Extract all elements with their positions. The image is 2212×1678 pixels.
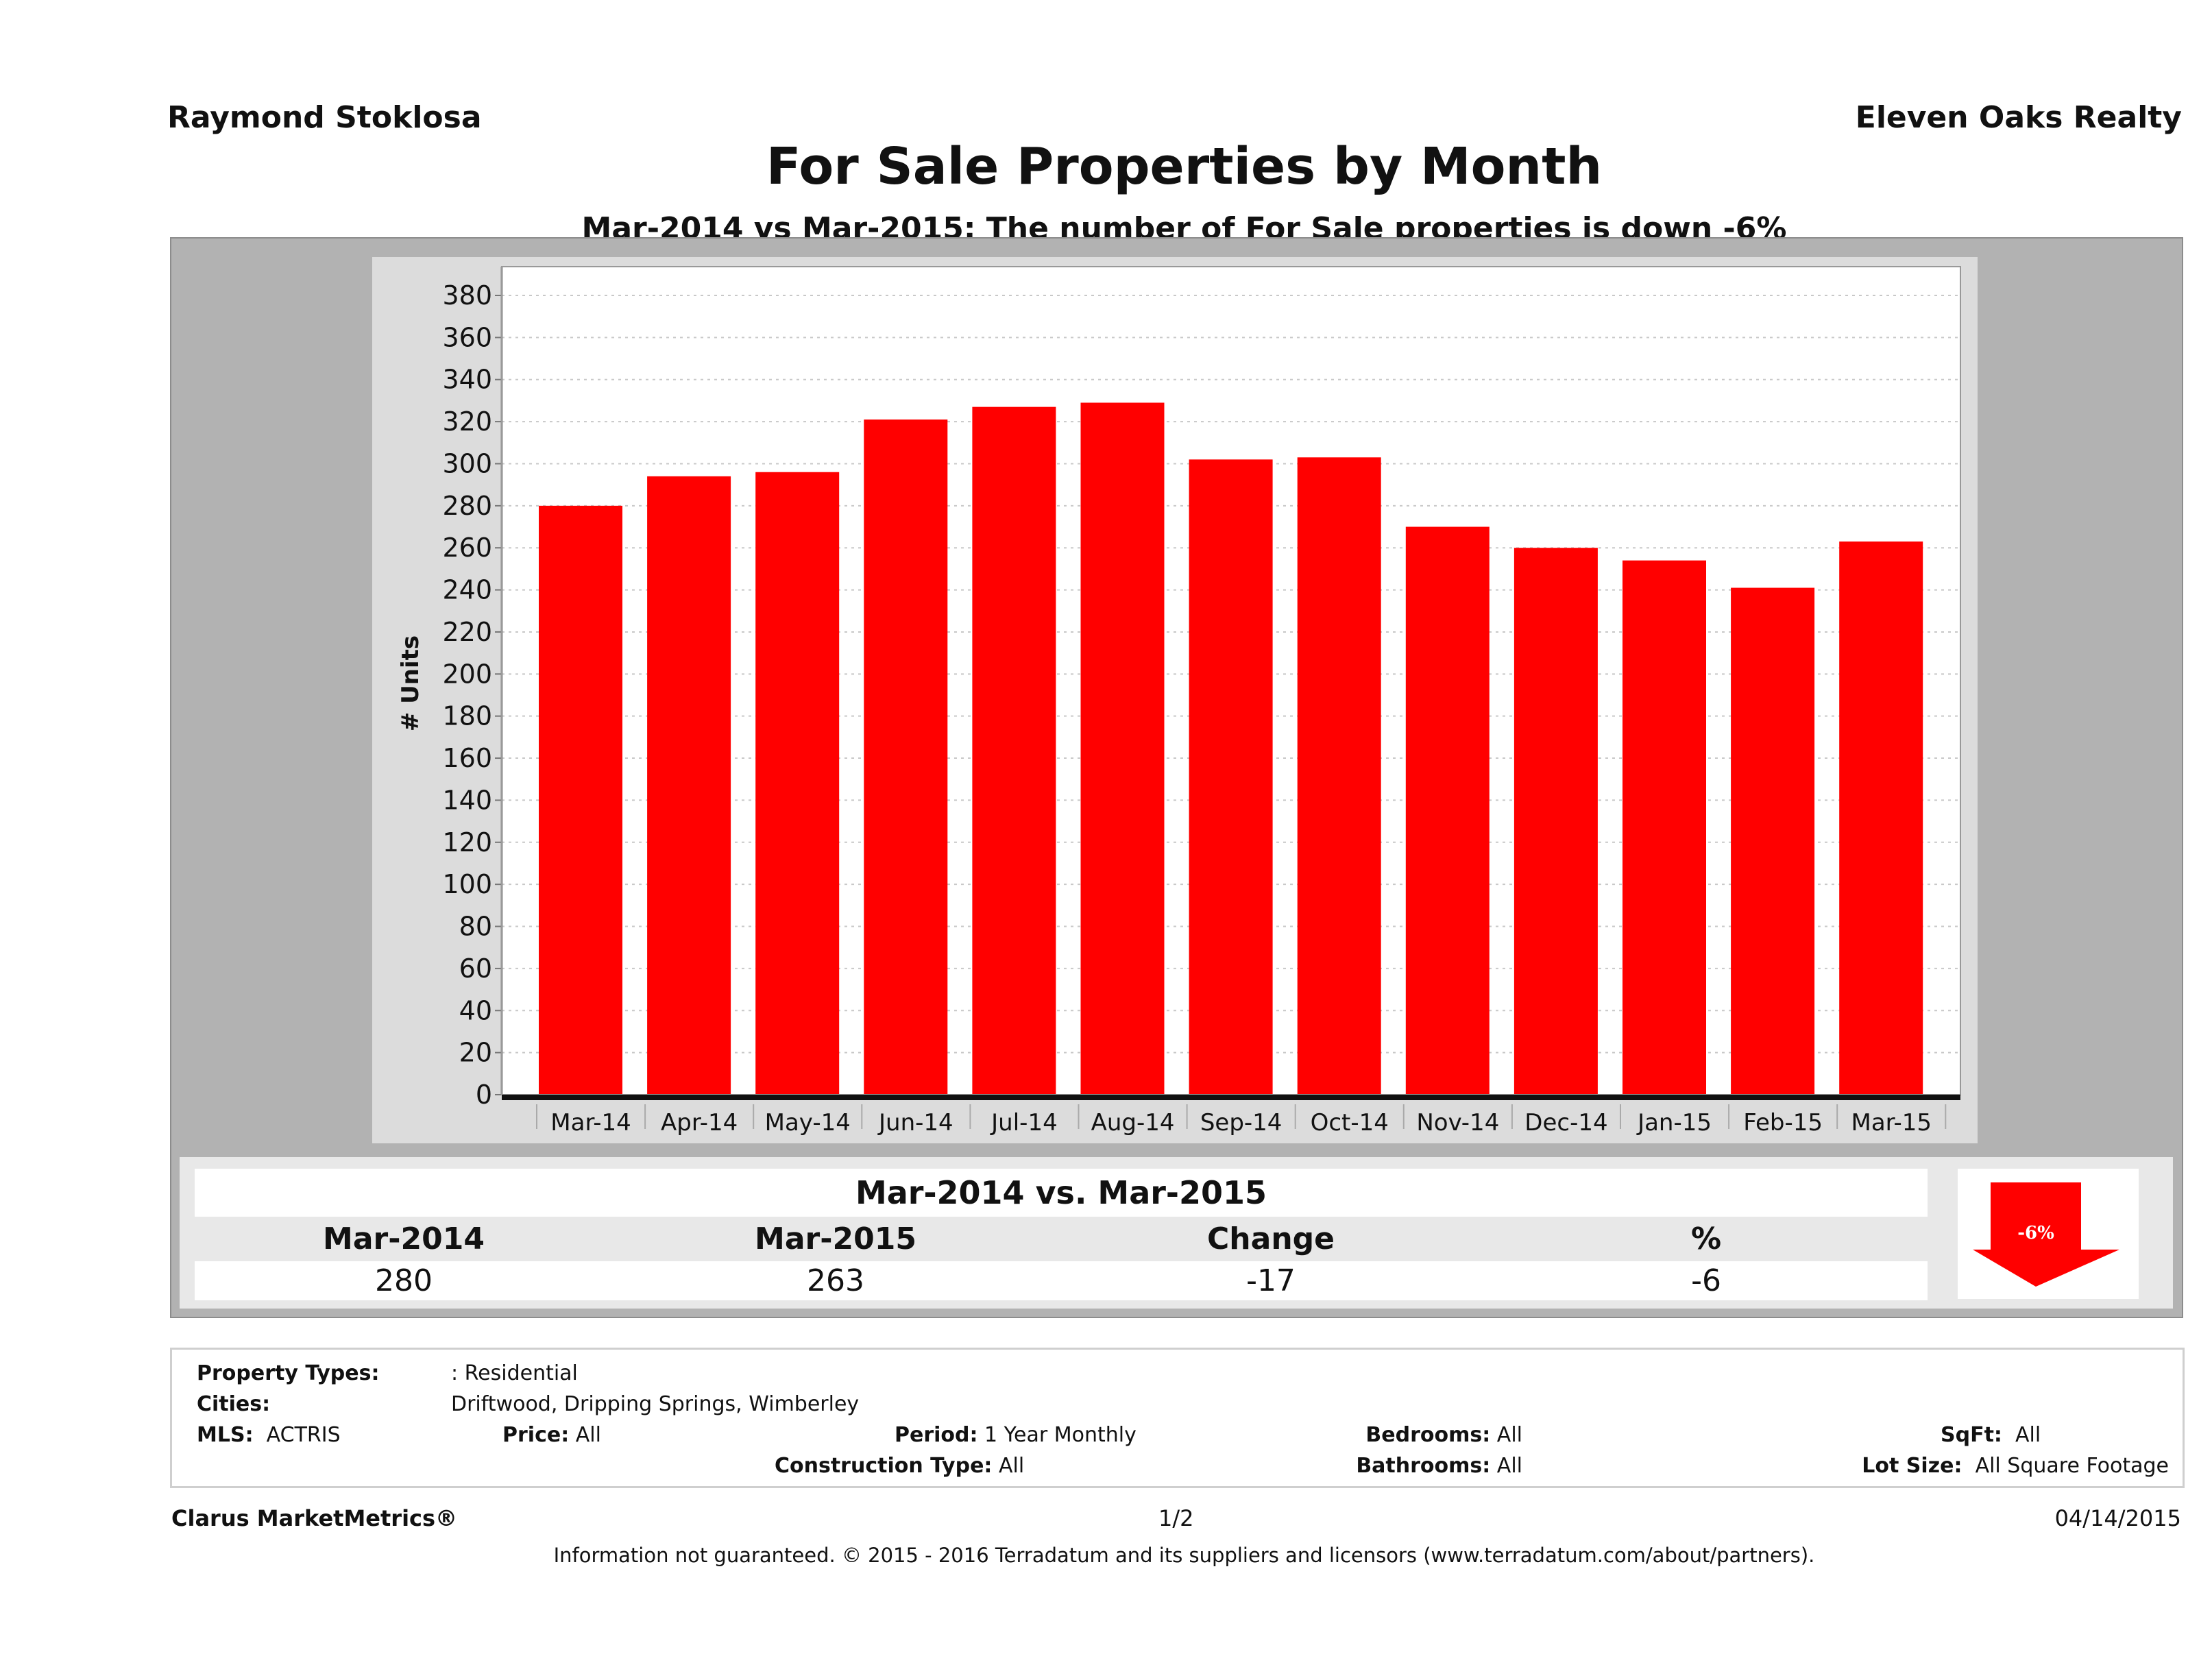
cities-label: Cities: [197, 1392, 271, 1416]
x-tick-label: Nov-14 [1416, 1109, 1499, 1136]
bar-dec-14 [1514, 548, 1598, 1095]
y-tick-label: 120 [442, 827, 492, 858]
x-tick-label: Mar-15 [1851, 1109, 1932, 1136]
x-tick-label: Feb-15 [1743, 1109, 1823, 1136]
cities-value: Driftwood, Dripping Springs, Wimberley [451, 1392, 860, 1416]
bar-may-14 [755, 472, 840, 1095]
bar-chart: 0 20 40 60 80 100 120 140 160 180 200 220 240 260 280 3… [397, 266, 1961, 1136]
report-title: For Sale Properties by Month [766, 137, 1603, 196]
bar-jun-14 [864, 420, 948, 1095]
x-tick-label: Jan-15 [1636, 1109, 1712, 1136]
x-tick-label: Jul-14 [990, 1109, 1058, 1136]
page-number: 1/2 [1158, 1505, 1194, 1531]
change-badge: -6% [1958, 1169, 2139, 1299]
bar-sep-14 [1189, 459, 1273, 1095]
value-percent: -6 [1691, 1263, 1721, 1298]
x-tick-label: Oct-14 [1311, 1109, 1389, 1136]
bar-aug-14 [1080, 402, 1165, 1095]
y-tick-label: 320 [442, 406, 492, 437]
y-tick-label: 20 [459, 1038, 492, 1068]
value-mar-2014: 280 [375, 1263, 433, 1298]
bar-jan-15 [1622, 560, 1706, 1095]
y-tick-label: 240 [442, 575, 492, 605]
header-mar-2015: Mar-2015 [755, 1221, 916, 1256]
bar-oct-14 [1297, 457, 1381, 1095]
criteria-box [170, 1348, 2185, 1488]
bar-mar-15 [1839, 542, 1923, 1095]
summary-header-row: Mar-2014 Mar-2015 Change % [195, 1217, 1928, 1261]
value-mar-2015: 263 [807, 1263, 864, 1298]
x-tick-label: Dec-14 [1524, 1109, 1607, 1136]
period-field: Period: 1 Year Monthly [895, 1423, 1137, 1447]
bar-jul-14 [972, 406, 1056, 1095]
y-tick-label: 60 [459, 953, 492, 984]
agent-name: Raymond Stoklosa [167, 100, 482, 135]
report-date: 04/14/2015 [2054, 1505, 2181, 1531]
y-tick-label: 220 [442, 617, 492, 647]
header-change: Change [1207, 1221, 1335, 1256]
header-mar-2014: Mar-2014 [323, 1221, 485, 1256]
sqft-field: SqFt: All [1941, 1423, 2041, 1447]
construction-type-field: Construction Type: All [775, 1454, 1025, 1478]
arrow-down-icon: -6% [1973, 1182, 2119, 1287]
price-field: Price: All [502, 1423, 601, 1447]
x-tick-label: Jun-14 [877, 1109, 953, 1136]
y-tick-label: 180 [442, 701, 492, 731]
value-change: -17 [1246, 1263, 1296, 1298]
y-tick-label: 140 [442, 785, 492, 815]
bars [539, 402, 1923, 1095]
bathrooms-field: Bathrooms: All [1356, 1454, 1522, 1478]
summary-title: Mar-2014 vs. Mar-2015 [195, 1169, 1928, 1217]
company-name: Eleven Oaks Realty [1855, 100, 2182, 135]
y-tick-label: 340 [442, 365, 492, 395]
bar-nov-14 [1405, 526, 1490, 1095]
y-tick-label: 260 [442, 533, 492, 563]
bedrooms-field: Bedrooms: All [1365, 1423, 1522, 1447]
x-tick-label: Aug-14 [1091, 1109, 1175, 1136]
y-tick-label: 100 [442, 869, 492, 899]
x-tick-label: Apr-14 [661, 1109, 738, 1136]
property-types-value: : Residential [451, 1361, 578, 1385]
disclaimer: Information not guaranteed. © 2015 - 201… [553, 1544, 1815, 1567]
y-tick-label: 0 [476, 1080, 492, 1110]
bar-feb-15 [1731, 587, 1815, 1095]
y-tick-label: 360 [442, 322, 492, 352]
y-tick-label: 160 [442, 743, 492, 773]
mls-field: MLS: ACTRIS [197, 1423, 341, 1447]
y-tick-label: 280 [442, 491, 492, 521]
summary-values-row: 280 263 -17 -6 [195, 1261, 1928, 1300]
y-tick-label: 200 [442, 659, 492, 689]
bar-mar-14 [539, 505, 622, 1095]
y-tick-label: 380 [442, 280, 492, 311]
bar-apr-14 [647, 476, 731, 1095]
axes: 0 20 40 60 80 100 120 140 160 180 200 220 240 260 280 3… [442, 266, 1961, 1136]
x-tick-label: May-14 [765, 1109, 851, 1136]
property-types-label: Property Types: [197, 1361, 380, 1385]
brand-label: Clarus MarketMetrics® [171, 1505, 458, 1531]
y-tick-label: 40 [459, 995, 492, 1025]
x-tick-label: Sep-14 [1200, 1109, 1283, 1136]
lot-size-field: Lot Size: All Square Footage [1862, 1454, 2169, 1478]
badge-label: -6% [2017, 1223, 2054, 1243]
header-percent: % [1690, 1221, 1722, 1256]
y-tick-label: 300 [442, 448, 492, 478]
x-tick-label: Mar-14 [550, 1109, 631, 1136]
y-axis-label: # Units [397, 635, 424, 731]
y-tick-label: 80 [459, 912, 492, 942]
